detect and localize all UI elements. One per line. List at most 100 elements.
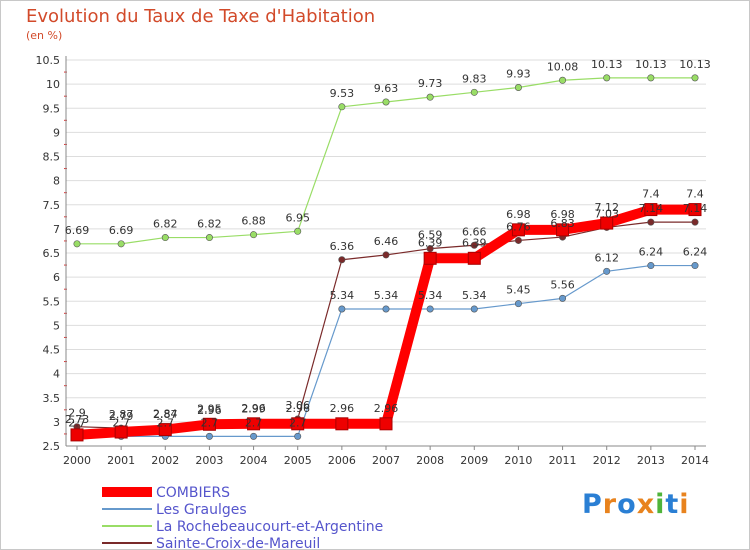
data-label: 10.13 bbox=[635, 58, 667, 71]
data-label: 5.56 bbox=[550, 278, 575, 291]
data-label: 7.14 bbox=[683, 202, 708, 215]
x-tick-label: 2010 bbox=[504, 454, 532, 467]
y-tick-label: 10 bbox=[46, 78, 60, 91]
data-label: 6.83 bbox=[550, 217, 575, 230]
data-point bbox=[423, 251, 437, 265]
data-point bbox=[647, 74, 655, 82]
data-label: 2.96 bbox=[330, 402, 355, 415]
y-tick-label: 8.5 bbox=[43, 151, 61, 164]
data-label: 6.39 bbox=[418, 236, 443, 249]
y-tick-label: 3.5 bbox=[43, 392, 61, 405]
data-label: 6.82 bbox=[197, 218, 222, 231]
data-label: 2.7 bbox=[157, 416, 175, 429]
logo-letter: x bbox=[636, 489, 656, 520]
data-point bbox=[338, 103, 346, 111]
y-tick-label: 4.5 bbox=[43, 344, 61, 357]
data-point bbox=[205, 432, 213, 440]
data-label: 2.73 bbox=[65, 413, 90, 426]
data-label: 6.82 bbox=[153, 218, 178, 231]
data-point bbox=[426, 93, 434, 101]
data-point bbox=[467, 251, 481, 265]
data-point bbox=[291, 417, 305, 431]
data-label: 6.98 bbox=[550, 208, 575, 221]
data-label: 7.4 bbox=[642, 188, 660, 201]
x-tick-label: 2003 bbox=[195, 454, 223, 467]
axes: 2.533.544.555.566.577.588.599.51010.5200… bbox=[36, 54, 710, 467]
data-label: 9.63 bbox=[374, 82, 399, 95]
data-point bbox=[294, 432, 302, 440]
data-label: 2.96 bbox=[197, 404, 222, 417]
data-label: 10.08 bbox=[547, 60, 579, 73]
data-point bbox=[114, 425, 128, 439]
x-tick-label: 2001 bbox=[107, 454, 135, 467]
data-point bbox=[647, 262, 655, 270]
data-point bbox=[511, 223, 525, 237]
data-label: 2.7 bbox=[289, 416, 307, 429]
y-tick-label: 7 bbox=[53, 223, 60, 236]
data-label: 2.7 bbox=[201, 416, 219, 429]
data-point bbox=[117, 240, 125, 248]
data-label: 2.96 bbox=[241, 402, 266, 415]
series-points bbox=[70, 74, 702, 442]
x-tick-label: 2000 bbox=[63, 454, 91, 467]
data-point bbox=[338, 305, 346, 313]
data-point bbox=[603, 267, 611, 275]
data-point bbox=[70, 428, 84, 442]
x-tick-label: 2014 bbox=[681, 454, 709, 467]
x-tick-label: 2008 bbox=[416, 454, 444, 467]
data-point bbox=[205, 234, 213, 242]
data-label: 6.69 bbox=[65, 224, 90, 237]
data-point bbox=[382, 251, 390, 259]
data-point bbox=[250, 432, 258, 440]
data-point bbox=[335, 417, 349, 431]
data-point bbox=[158, 423, 172, 437]
data-label: 2.79 bbox=[109, 410, 134, 423]
data-label: 9.53 bbox=[330, 87, 355, 100]
legend-entry-1: Les Graulges bbox=[156, 502, 247, 518]
y-tick-label: 4 bbox=[53, 368, 60, 381]
data-label: 5.34 bbox=[462, 289, 487, 302]
data-label: 6.59 bbox=[418, 229, 443, 242]
x-tick-label: 2005 bbox=[284, 454, 312, 467]
data-labels: 2.73 2.79 2.84 2.95 2.96 2.96 2.96 2.966.39 6.39… bbox=[65, 58, 711, 429]
data-label: 6.46 bbox=[374, 235, 399, 248]
data-label: 2.99 bbox=[241, 402, 266, 415]
data-point bbox=[382, 305, 390, 313]
data-label: 6.76 bbox=[506, 220, 531, 233]
data-point bbox=[688, 203, 702, 217]
data-label: 2.87 bbox=[109, 408, 134, 421]
logo-letter: i bbox=[679, 489, 690, 520]
data-label: 5.34 bbox=[418, 289, 443, 302]
data-label: 2.7 bbox=[245, 416, 263, 429]
y-tick-label: 5.5 bbox=[43, 295, 61, 308]
data-label: 2.96 bbox=[285, 402, 310, 415]
data-point bbox=[559, 294, 567, 302]
data-point bbox=[73, 240, 81, 248]
data-point bbox=[470, 305, 478, 313]
data-point bbox=[647, 218, 655, 226]
logo-letter: r bbox=[602, 489, 618, 520]
x-tick-label: 2013 bbox=[637, 454, 665, 467]
data-label: 6.69 bbox=[109, 224, 134, 237]
chart-subtitle: (en %) bbox=[26, 29, 63, 42]
data-label: 5.45 bbox=[506, 284, 531, 297]
y-tick-label: 8 bbox=[53, 175, 60, 188]
y-tick-label: 7.5 bbox=[43, 199, 61, 212]
legend-entry-2: La Rochebeaucourt-et-Argentine bbox=[156, 519, 383, 535]
data-label: 2.84 bbox=[153, 408, 178, 421]
data-point bbox=[202, 417, 216, 431]
x-tick-label: 2009 bbox=[460, 454, 488, 467]
data-point bbox=[514, 236, 522, 244]
x-tick-label: 2004 bbox=[240, 454, 268, 467]
data-point bbox=[600, 216, 614, 230]
data-label: 10.13 bbox=[591, 58, 623, 71]
data-label: 5.34 bbox=[330, 289, 355, 302]
data-point bbox=[382, 98, 390, 106]
data-label: 7.4 bbox=[686, 188, 704, 201]
data-label: 6.88 bbox=[241, 215, 266, 228]
logo-letter: o bbox=[617, 489, 637, 520]
data-point bbox=[338, 256, 346, 264]
data-label: 6.24 bbox=[683, 246, 708, 259]
